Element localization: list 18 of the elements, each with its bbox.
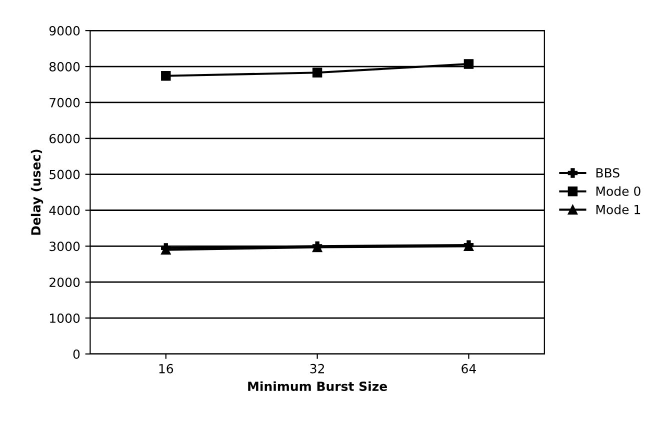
x-axis-title: Minimum Burst Size (248, 381, 387, 392)
legend-label: Mode 0 (596, 186, 640, 196)
y-tick-label: 0 (73, 349, 80, 359)
x-tick-label: 64 (462, 364, 476, 374)
legend-label: Mode 1 (596, 204, 640, 214)
x-tick-label: 32 (310, 364, 324, 374)
y-tick-label: 5000 (50, 170, 80, 180)
y-tick-label: 4000 (49, 206, 80, 216)
y-tick-label: 6000 (50, 134, 80, 144)
y-tick-label: 7000 (50, 98, 80, 108)
y-tick-label: 3000 (50, 242, 80, 252)
y-tick-label: 1000 (50, 314, 80, 323)
y-tick-label: 9000 (49, 26, 80, 36)
y-axis-title: Delay (usec) (30, 150, 44, 235)
y-tick-label: 8000 (49, 62, 80, 72)
legend-label: BBS (596, 168, 620, 178)
x-tick-label: 16 (159, 364, 174, 374)
y-tick-label: 2000 (50, 278, 80, 288)
